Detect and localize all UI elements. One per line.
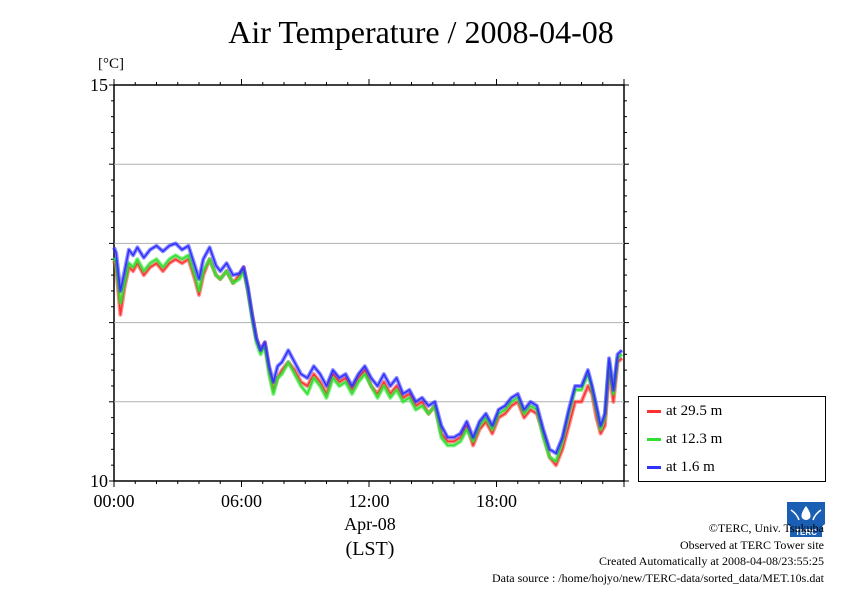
legend-item-1-6m: at 1.6 m bbox=[647, 457, 715, 477]
x-tick-label: 06:00 bbox=[221, 491, 262, 511]
credit-source: Data source : /home/hojyo/new/TERC-data/… bbox=[491, 570, 824, 585]
legend-swatch-red bbox=[647, 410, 661, 414]
logo-text: TERC bbox=[795, 528, 817, 537]
legend-item-29-5m: at 29.5 m bbox=[647, 401, 722, 421]
plot-area bbox=[113, 84, 625, 482]
x-axis-date-label: Apr-08 bbox=[344, 514, 396, 534]
x-axis-timezone-label: (LST) bbox=[345, 538, 395, 560]
grid-lines bbox=[114, 163, 624, 403]
credit-created: Created Automatically at 2008-04-08/23:5… bbox=[599, 554, 824, 568]
series-group bbox=[112, 241, 624, 468]
chart-title: Air Temperature / 2008-04-08 bbox=[228, 14, 614, 50]
series-line-1 bbox=[113, 254, 623, 462]
x-tick-label: 18:00 bbox=[476, 491, 517, 511]
x-tick-label: 12:00 bbox=[348, 491, 389, 511]
legend-label: at 1.6 m bbox=[666, 459, 715, 475]
legend: at 29.5 m at 12.3 m at 1.6 m bbox=[638, 396, 826, 482]
y-tick-label: 15 bbox=[90, 75, 108, 95]
y-tick-label: 10 bbox=[90, 471, 108, 491]
credits-block: ©TERC, Univ. Tsukuba Observed at TERC To… bbox=[492, 520, 824, 586]
x-tick-label: 00:00 bbox=[93, 491, 134, 511]
credit-site: Observed at TERC Tower site bbox=[679, 537, 824, 552]
legend-label: at 29.5 m bbox=[666, 403, 723, 419]
terc-logo-icon: TERC bbox=[787, 502, 825, 537]
y-axis-unit-label: [°C] bbox=[98, 56, 124, 72]
legend-swatch-blue bbox=[647, 466, 661, 470]
legend-item-12-3m: at 12.3 m bbox=[647, 429, 722, 449]
legend-label: at 12.3 m bbox=[666, 431, 723, 447]
axis-ticks bbox=[109, 79, 629, 487]
credit-copyright: ©TERC, Univ. Tsukuba bbox=[708, 521, 824, 535]
series-line-2 bbox=[113, 242, 623, 455]
legend-swatch-green bbox=[647, 438, 661, 442]
